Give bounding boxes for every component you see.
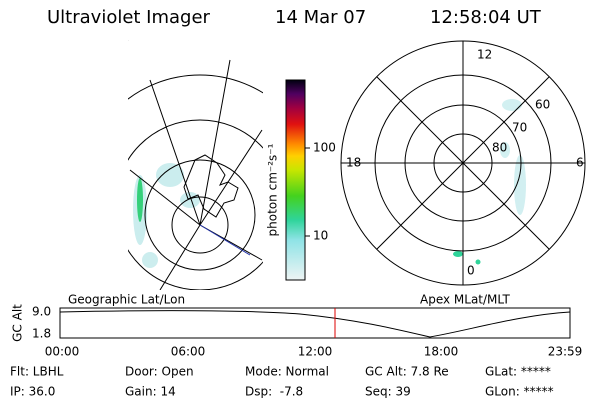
geographic-map (128, 40, 263, 290)
x-tick-label: 00:00 (45, 345, 80, 359)
panel-label: Geographic Lat/Lon (68, 293, 185, 307)
altitude-plot: 9.0 1.8 GC Alt 00:00 06:00 12:00 18:00 2… (11, 304, 583, 359)
info-field: Dsp: -7.8 (245, 385, 303, 399)
instrument: Ultraviolet Imager (47, 7, 211, 28)
x-tick-label: 06:00 (171, 345, 206, 359)
mlat-label: 80 (492, 141, 507, 155)
y-label: GC Alt (11, 304, 25, 342)
time: 12:58:04 UT (430, 7, 542, 28)
mlat-label: 60 (535, 98, 550, 112)
x-tick-label: 23:59 (548, 345, 583, 359)
y-tick-label: 9.0 (32, 305, 51, 319)
info-field: GLat: ***** (485, 365, 551, 379)
mlt-label: 18 (346, 156, 361, 170)
info-field: GC Alt: 7.8 Re (365, 365, 449, 379)
mlt-label: 0 (467, 264, 475, 278)
colorbar (285, 79, 306, 281)
x-tick-label: 18:00 (424, 345, 459, 359)
panel-label: Apex MLat/MLT (420, 293, 510, 307)
colorbar-tick-label: 100 (313, 141, 336, 155)
info-field: GLon: ***** (485, 385, 554, 399)
info-field: IP: 36.0 (10, 385, 55, 399)
mlat-label: 70 (512, 121, 527, 135)
colorbar-tick-label: 10 (313, 229, 328, 243)
mlt-label: 12 (477, 48, 492, 62)
polar-plot: 12 6 0 18 60 70 80 (340, 40, 586, 286)
date: 14 Mar 07 (275, 7, 366, 28)
info-field: Seq: 39 (365, 385, 411, 399)
info-field: Mode: Normal (245, 365, 329, 379)
x-tick-label: 12:00 (298, 345, 333, 359)
info-field: Gain: 14 (125, 385, 176, 399)
info-field: Door: Open (125, 365, 194, 379)
info-panel: Flt: LBHL Door: Open Mode: Normal GC Alt: 7… (10, 365, 554, 399)
y-tick-label: 1.8 (32, 327, 51, 341)
colorbar-label: photon cm⁻²s⁻¹ (266, 143, 280, 236)
mlt-label: 6 (576, 156, 584, 170)
info-field: Flt: LBHL (10, 365, 64, 379)
